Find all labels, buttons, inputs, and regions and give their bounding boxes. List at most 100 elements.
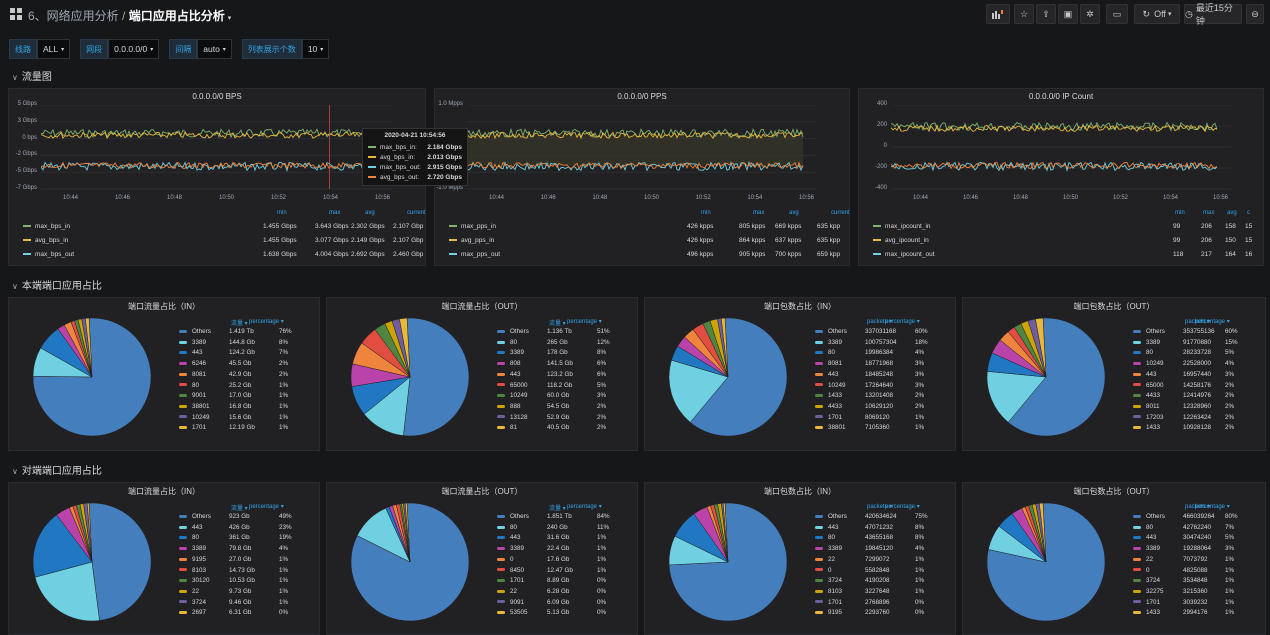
time-picker-button[interactable]: ◷ 最近15分钟 xyxy=(1184,3,1242,26)
legend-row[interactable]: 10249 xyxy=(179,414,210,421)
row-traffic[interactable]: ∨ 流量图 xyxy=(12,68,52,83)
legend-row[interactable]: 3389 xyxy=(179,545,206,552)
dashboard-grid-icon[interactable] xyxy=(10,8,22,20)
legend-row[interactable]: max_bps_out xyxy=(23,251,74,258)
legend-row[interactable]: 443 xyxy=(1133,371,1157,378)
pie-chart[interactable] xyxy=(645,483,815,633)
legend-row[interactable]: 8011 xyxy=(1133,403,1160,410)
legend-row[interactable]: 3389 xyxy=(497,349,524,356)
pie-chart[interactable] xyxy=(963,298,1133,448)
legend-row[interactable]: 1701 xyxy=(179,424,206,431)
legend-column-header[interactable]: packets ▾ xyxy=(1185,319,1211,325)
legend-row[interactable]: Others xyxy=(815,328,847,335)
legend-row[interactable]: max_pps_in xyxy=(449,223,496,230)
graph-panel[interactable]: 0.0.0.0/0 IP Count 400 200 0 -200 -400 10:44 10… xyxy=(858,88,1264,266)
legend-row[interactable]: 38801 xyxy=(179,403,210,410)
legend-row[interactable]: max_bps_in xyxy=(23,223,70,230)
legend-row[interactable]: avg_bps_in xyxy=(23,237,68,244)
legend-row[interactable]: 4433 xyxy=(815,403,842,410)
pie-chart[interactable] xyxy=(9,298,179,448)
add-panel-button[interactable] xyxy=(986,4,1010,24)
folder-name[interactable]: 6、网络应用分析 / xyxy=(28,9,129,23)
legend-row[interactable]: 4433 xyxy=(1133,392,1160,399)
legend-row[interactable]: 443 xyxy=(497,534,521,541)
panel-title[interactable]: 端口包数占比（IN） xyxy=(764,302,836,311)
graph-panel[interactable]: 0.0.0.0/0 BPS 5 Gbps 3 Gbps 0 bps -2 Gbps -5 … xyxy=(8,88,426,266)
legend-row[interactable]: 17203 xyxy=(1133,414,1164,421)
legend-row[interactable]: 1701 xyxy=(815,599,842,606)
legend-row[interactable]: 1433 xyxy=(815,392,842,399)
legend-row[interactable]: 22 xyxy=(815,556,835,563)
tv-mode-button[interactable]: ▭ xyxy=(1106,4,1128,24)
graph-panel[interactable]: 0.0.0.0/0 PPS 1.0 Mpps -1.0 Mpps 10:44 10:46… xyxy=(434,88,850,266)
legend-row[interactable]: 3389 xyxy=(1133,339,1160,346)
pie-panel[interactable]: 端口流量占比（OUT） 流量 ▾ percentage ▾ Others 1.136 T… xyxy=(326,297,638,451)
legend-column-header[interactable]: 流量 ▾ xyxy=(231,506,248,512)
legend-row[interactable]: 888 xyxy=(497,403,521,410)
legend-column-header[interactable]: packets ▾ xyxy=(867,504,893,510)
pie-panel[interactable]: 端口流量占比（IN） 流量 ▾ percentage ▾ Others 923 Gb 49… xyxy=(8,482,320,635)
var-value[interactable]: auto ▾ xyxy=(197,39,232,59)
legend-column-header[interactable]: percentage ▾ xyxy=(249,319,284,325)
legend-row[interactable]: 443 xyxy=(179,349,203,356)
legend-row[interactable]: 38801 xyxy=(815,424,846,431)
legend-row[interactable]: 8081 xyxy=(815,360,842,367)
panel-title[interactable]: 端口包数占比（OUT） xyxy=(1073,302,1155,311)
legend-column-header[interactable]: min xyxy=(701,210,711,216)
pie-panel[interactable]: 端口流量占比（OUT） 流量 ▾ percentage ▾ Others 1.851 T… xyxy=(326,482,638,635)
legend-column-header[interactable]: packets ▾ xyxy=(1185,504,1211,510)
legend-row[interactable]: 3724 xyxy=(179,599,206,606)
legend-row[interactable]: 80 xyxy=(1133,349,1153,356)
legend-row[interactable]: 22 xyxy=(497,588,517,595)
share-button[interactable]: ⇪ xyxy=(1036,4,1056,24)
save-button[interactable]: ▣ xyxy=(1058,4,1078,24)
legend-row[interactable]: max_pps_out xyxy=(449,251,500,258)
panel-title[interactable]: 端口流量占比（IN） xyxy=(128,487,200,496)
legend-row[interactable]: Others xyxy=(179,513,211,520)
legend-row[interactable]: Others xyxy=(497,513,529,520)
legend-row[interactable]: avg_pps_in xyxy=(449,237,494,244)
legend-row[interactable]: 80 xyxy=(179,382,199,389)
dashboard-title[interactable]: 6、网络应用分析 / 端口应用占比分析 ▾ xyxy=(28,7,231,24)
var-line[interactable]: 线路 ALL ▾ xyxy=(9,39,71,59)
legend-row[interactable]: max_ipcount_in xyxy=(873,223,931,230)
legend-column-header[interactable]: percentage ▾ xyxy=(1195,504,1230,510)
legend-row[interactable]: 80 xyxy=(815,534,835,541)
legend-row[interactable]: 22 xyxy=(1133,556,1153,563)
legend-row[interactable]: 10249 xyxy=(815,382,846,389)
panel-title[interactable]: 0.0.0.0/0 IP Count xyxy=(1028,92,1094,101)
legend-column-header[interactable]: avg xyxy=(365,210,375,216)
legend-row[interactable]: max_ipcount_out xyxy=(873,251,935,258)
legend-row[interactable]: 1433 xyxy=(1133,609,1160,616)
pie-panel[interactable]: 端口包数占比（IN） packets ▾ percentage ▾ Others 337… xyxy=(644,297,956,451)
legend-column-header[interactable]: percentage ▾ xyxy=(885,504,920,510)
pie-panel[interactable]: 端口包数占比（OUT） packets ▾ percentage ▾ Others 46… xyxy=(962,482,1266,635)
legend-row[interactable]: 8450 xyxy=(497,567,524,574)
legend-column-header[interactable]: percentage ▾ xyxy=(1195,319,1230,325)
panel-title[interactable]: 0.0.0.0/0 PPS xyxy=(617,92,667,101)
legend-column-header[interactable]: percentage ▾ xyxy=(885,319,920,325)
legend-column-header[interactable]: percentage ▾ xyxy=(567,319,602,325)
legend-row[interactable]: Others xyxy=(179,328,211,335)
legend-row[interactable]: 443 xyxy=(497,371,521,378)
legend-row[interactable]: 3389 xyxy=(815,545,842,552)
time-series-plot[interactable] xyxy=(891,105,1231,191)
legend-row[interactable]: 2697 xyxy=(179,609,206,616)
legend-column-header[interactable]: max xyxy=(329,210,341,216)
panel-title[interactable]: 端口包数占比（IN） xyxy=(764,487,836,496)
legend-row[interactable]: 6246 xyxy=(179,360,206,367)
legend-row[interactable]: 9091 xyxy=(497,599,524,606)
legend-column-header[interactable]: 流量 ▾ xyxy=(231,321,248,327)
legend-row[interactable]: 10249 xyxy=(1133,360,1164,367)
legend-row[interactable]: 443 xyxy=(815,524,839,531)
legend-row[interactable]: Others xyxy=(1133,513,1165,520)
legend-row[interactable]: 3724 xyxy=(1133,577,1160,584)
pie-chart[interactable] xyxy=(645,298,815,448)
legend-row[interactable]: 443 xyxy=(179,524,203,531)
legend-row[interactable]: 8081 xyxy=(179,371,206,378)
var-interval[interactable]: 间隔 auto ▾ xyxy=(169,39,232,59)
legend-column-header[interactable]: packets ▾ xyxy=(867,319,893,325)
legend-row[interactable]: 0 xyxy=(497,556,514,563)
zoom-out-button[interactable]: ⊖ xyxy=(1246,4,1264,24)
pie-panel[interactable]: 端口包数占比（OUT） packets ▾ percentage ▾ Others 35… xyxy=(962,297,1266,451)
